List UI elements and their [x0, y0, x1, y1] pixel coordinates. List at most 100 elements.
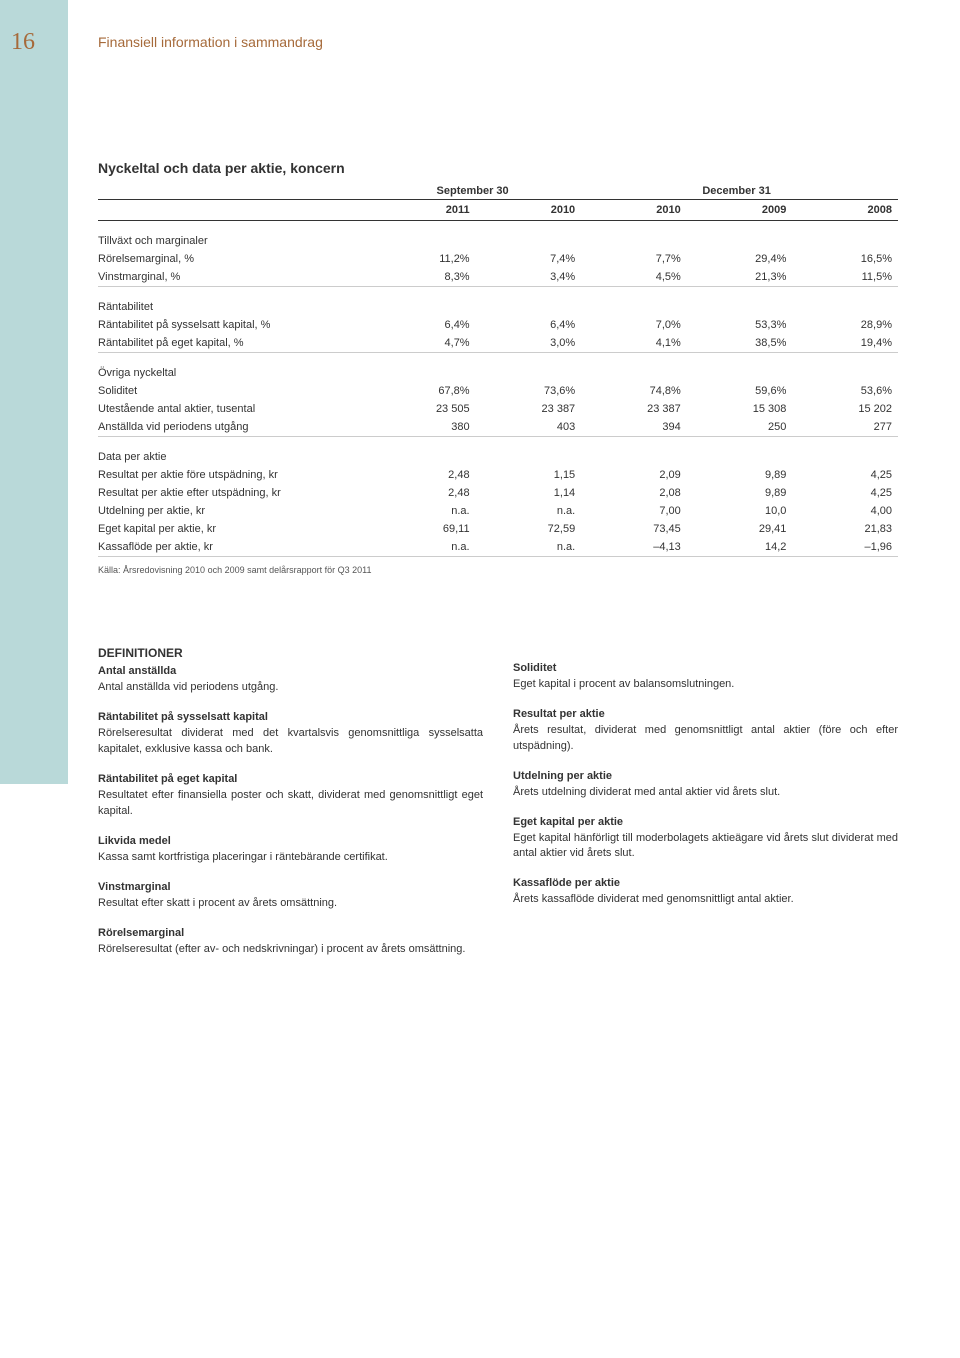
row-value: 19,4% [792, 334, 898, 353]
row-label: Kassaflöde per aktie, kr [98, 538, 370, 557]
row-value: 1,15 [476, 466, 582, 484]
table-row: Resultat per aktie före utspädning, kr2,… [98, 466, 898, 484]
table-row: Räntabilitet på eget kapital, %4,7%3,0%4… [98, 334, 898, 353]
row-value: –4,13 [581, 538, 687, 557]
row-value: 11,2% [370, 250, 476, 268]
row-value: 72,59 [476, 520, 582, 538]
row-value: n.a. [370, 502, 476, 520]
row-value: 7,7% [581, 250, 687, 268]
table-row: Vinstmarginal, %8,3%3,4%4,5%21,3%11,5% [98, 268, 898, 287]
definition-body: Resultat efter skatt i procent av årets … [98, 896, 483, 912]
super-header-dec: December 31 [581, 182, 898, 200]
row-value: 403 [476, 418, 582, 437]
table-year-header: 2011 2010 2010 2009 2008 [98, 200, 898, 221]
row-value: 73,6% [476, 382, 582, 400]
row-value: 2,48 [370, 484, 476, 502]
definition-term: Räntabilitet på eget kapital [98, 772, 483, 788]
definition-body: Årets resultat, dividerat med genomsnitt… [513, 723, 898, 755]
table-row: Räntabilitet på sysselsatt kapital, %6,4… [98, 316, 898, 334]
definition-body: Eget kapital hänförligt till moderbolage… [513, 831, 898, 863]
table-row: Resultat per aktie efter utspädning, kr2… [98, 484, 898, 502]
row-label: Resultat per aktie före utspädning, kr [98, 466, 370, 484]
table-section-label: Data per aktie [98, 437, 898, 467]
row-value: 16,5% [792, 250, 898, 268]
row-value: 2,08 [581, 484, 687, 502]
row-value: 23 505 [370, 400, 476, 418]
definition-body: Årets utdelning dividerat med antal akti… [513, 785, 898, 801]
table-row: Rörelsemarginal, %11,2%7,4%7,7%29,4%16,5… [98, 250, 898, 268]
table-section-row: Räntabilitet [98, 287, 898, 317]
definition-term: Kassaflöde per aktie [513, 876, 898, 892]
row-value: 4,25 [792, 466, 898, 484]
row-value: 2,48 [370, 466, 476, 484]
row-value: 3,4% [476, 268, 582, 287]
table-row: Anställda vid periodens utgång3804033942… [98, 418, 898, 437]
row-value: 277 [792, 418, 898, 437]
row-value: 10,0 [687, 502, 793, 520]
row-value: 6,4% [476, 316, 582, 334]
row-label: Räntabilitet på eget kapital, % [98, 334, 370, 353]
row-value: 29,41 [687, 520, 793, 538]
row-value: 29,4% [687, 250, 793, 268]
row-label: Utdelning per aktie, kr [98, 502, 370, 520]
table-section-row: Övriga nyckeltal [98, 353, 898, 383]
row-value: 11,5% [792, 268, 898, 287]
definition-term: Utdelning per aktie [513, 769, 898, 785]
table-row: Kassaflöde per aktie, krn.a.n.a.–4,1314,… [98, 538, 898, 557]
definition-term: Likvida medel [98, 834, 483, 850]
definitions-block: DEFINITIONER Antal anställdaAntal anstäl… [98, 645, 898, 958]
definition-body: Kassa samt kortfristiga placeringar i rä… [98, 850, 483, 866]
table-section-label: Övriga nyckeltal [98, 353, 898, 383]
row-label: Soliditet [98, 382, 370, 400]
definition-term: Resultat per aktie [513, 707, 898, 723]
year-col: 2010 [476, 200, 582, 221]
row-label: Räntabilitet på sysselsatt kapital, % [98, 316, 370, 334]
row-value: 7,00 [581, 502, 687, 520]
row-value: 7,0% [581, 316, 687, 334]
row-value: 38,5% [687, 334, 793, 353]
row-value: n.a. [476, 502, 582, 520]
row-value: 69,11 [370, 520, 476, 538]
table-row: Utestående antal aktier, tusental23 5052… [98, 400, 898, 418]
row-value: n.a. [370, 538, 476, 557]
row-value: 4,5% [581, 268, 687, 287]
row-value: 73,45 [581, 520, 687, 538]
row-value: 8,3% [370, 268, 476, 287]
row-value: 74,8% [581, 382, 687, 400]
table-section-row: Data per aktie [98, 437, 898, 467]
row-label: Eget kapital per aktie, kr [98, 520, 370, 538]
main-content: Nyckeltal och data per aktie, koncern Se… [98, 160, 898, 958]
definition-body: Resultatet efter finansiella poster och … [98, 788, 483, 820]
page-number: 16 [11, 29, 35, 56]
key-figures-table: September 30 December 31 2011 2010 2010 … [98, 182, 898, 557]
definitions-heading: DEFINITIONER [98, 645, 483, 662]
row-value: 15 202 [792, 400, 898, 418]
row-label: Anställda vid periodens utgång [98, 418, 370, 437]
definition-body: Antal anställda vid periodens utgång. [98, 680, 483, 696]
row-label: Rörelsemarginal, % [98, 250, 370, 268]
row-value: 250 [687, 418, 793, 437]
row-value: –1,96 [792, 538, 898, 557]
row-value: 1,14 [476, 484, 582, 502]
table-row: Soliditet67,8%73,6%74,8%59,6%53,6% [98, 382, 898, 400]
table-section-row: Tillväxt och marginaler [98, 221, 898, 251]
definitions-right-col: SoliditetEget kapital i procent av balan… [513, 645, 898, 958]
sidebar-bar [0, 0, 68, 784]
table-title: Nyckeltal och data per aktie, koncern [98, 160, 898, 176]
year-col: 2010 [581, 200, 687, 221]
row-value: 380 [370, 418, 476, 437]
row-value: 67,8% [370, 382, 476, 400]
definition-term: Soliditet [513, 661, 898, 677]
row-value: 4,00 [792, 502, 898, 520]
row-value: 59,6% [687, 382, 793, 400]
row-value: 53,6% [792, 382, 898, 400]
row-value: 14,2 [687, 538, 793, 557]
row-value: 9,89 [687, 466, 793, 484]
row-value: 2,09 [581, 466, 687, 484]
definition-body: Rörelseresultat (efter av- och nedskrivn… [98, 942, 483, 958]
row-value: 4,1% [581, 334, 687, 353]
row-label: Vinstmarginal, % [98, 268, 370, 287]
row-value: 6,4% [370, 316, 476, 334]
row-value: 15 308 [687, 400, 793, 418]
definition-body: Eget kapital i procent av balansomslutni… [513, 677, 898, 693]
